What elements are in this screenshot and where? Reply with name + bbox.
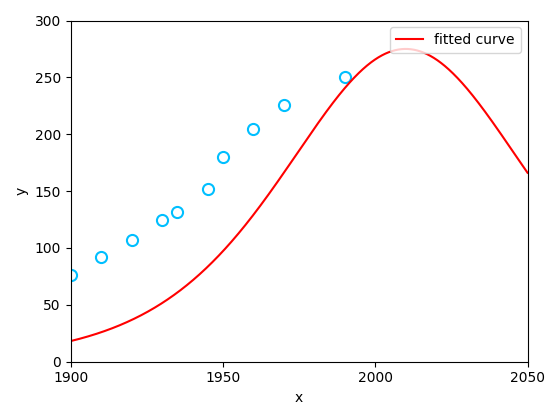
Y-axis label: y: y	[15, 187, 29, 195]
fitted curve	[67, 339, 74, 344]
X-axis label: x: x	[295, 391, 303, 405]
fitted curve	[524, 170, 531, 175]
fitted curve	[252, 210, 259, 215]
fitted curve	[114, 324, 120, 329]
fitted curve	[268, 187, 275, 192]
fitted curve	[381, 52, 388, 57]
fitted curve	[432, 57, 439, 62]
fitted curve	[403, 47, 409, 52]
Legend: fitted curve: fitted curve	[390, 27, 521, 52]
fitted curve	[424, 52, 431, 57]
Line: fitted curve: fitted curve	[71, 49, 528, 341]
